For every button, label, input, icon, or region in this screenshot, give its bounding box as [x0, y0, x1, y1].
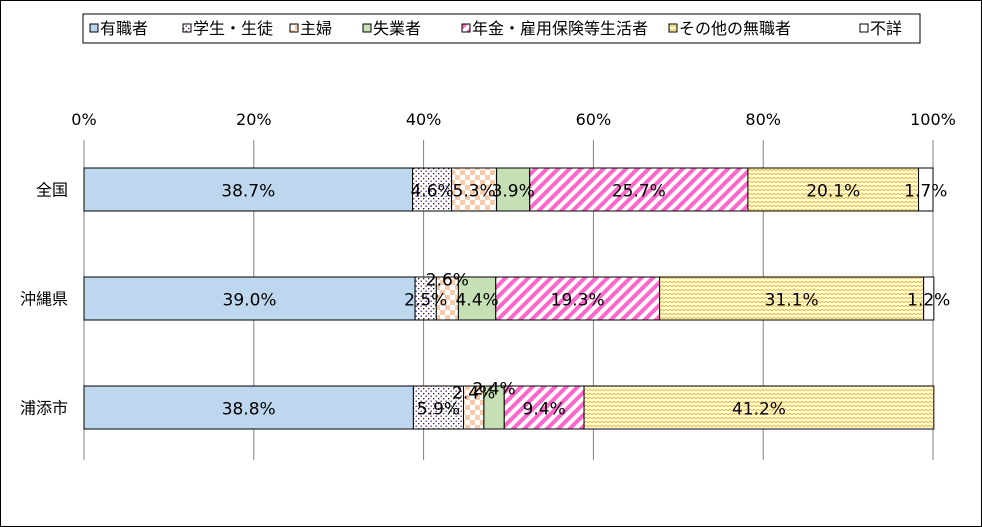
x-axis-ticks: 0% 20% 40% 60% 80% 100%	[71, 110, 956, 129]
data-label: 4.4%	[455, 291, 498, 311]
data-label: 5.9%	[417, 400, 460, 420]
data-label: 25.7%	[612, 182, 666, 202]
bar-segment	[496, 167, 531, 212]
legend-label-3: 主婦	[300, 19, 332, 38]
legend-swatch-7	[859, 23, 869, 33]
data-label: 39.0%	[223, 291, 277, 311]
bars	[83, 167, 935, 430]
data-label: 2.6%	[426, 271, 469, 291]
bar-segment	[503, 385, 585, 430]
legend-swatch-1	[89, 23, 99, 33]
x-tick-label: 20%	[236, 110, 272, 129]
legend-label-4: 失業者	[373, 19, 421, 38]
data-label: 1.7%	[904, 182, 947, 202]
legend-swatch-4	[362, 23, 372, 33]
data-label: 2.5%	[404, 291, 447, 311]
legend-label-7: 不詳	[870, 19, 902, 38]
legend-label-1: 有職者	[100, 19, 148, 38]
bar-segment	[83, 276, 416, 321]
data-label: 2.4%	[472, 380, 515, 400]
data-label: 38.8%	[222, 400, 276, 420]
legend-swatch-2	[182, 23, 192, 33]
legend-swatch-5	[461, 23, 471, 33]
x-tick-label: 80%	[745, 110, 781, 129]
data-labels: 38.7% 4.6%5.3%3.9% 25.7% 20.1% 1.7% 39.0% 2.5%…	[221, 182, 950, 420]
bar-segment	[918, 167, 934, 212]
data-label: 31.1%	[765, 291, 819, 311]
legend: 有職者 学生・生徒 主婦 失業者 年金・雇用保険等生活者 その他の無職者 不詳	[82, 13, 921, 44]
data-label: 5.3%	[453, 182, 496, 202]
bar-segment	[659, 276, 925, 321]
legend-box	[82, 13, 921, 44]
bar-segment	[529, 167, 749, 212]
data-label: 4.6%	[410, 182, 453, 202]
bar-segment	[412, 167, 453, 212]
x-tick-label: 0%	[71, 110, 96, 129]
data-label: 1.2%	[907, 291, 950, 311]
x-tick-label: 40%	[406, 110, 442, 129]
bar-segment	[583, 385, 935, 430]
bar-segment	[83, 385, 414, 430]
bar-segment	[412, 385, 465, 430]
legend-swatch-3	[289, 23, 299, 33]
x-tick-label: 60%	[576, 110, 612, 129]
data-label: 19.3%	[551, 291, 605, 311]
category-label: 沖縄県	[20, 290, 68, 309]
bar-segment	[747, 167, 920, 212]
category-label: 浦添市	[20, 399, 68, 418]
bar-segment	[923, 276, 935, 321]
category-label: 全国	[36, 181, 68, 200]
data-label: 41.2%	[732, 400, 786, 420]
data-label: 20.1%	[806, 182, 860, 202]
legend-label-6: その他の無職者	[679, 19, 791, 38]
data-label: 9.4%	[523, 400, 566, 420]
legend-swatch-6	[668, 23, 678, 33]
data-label: 3.9%	[492, 182, 535, 202]
bar-segment	[451, 167, 498, 212]
data-label: 2.4%	[452, 384, 495, 404]
bar-segment	[495, 276, 661, 321]
x-tick-label: 100%	[910, 110, 956, 129]
legend-label-2: 学生・生徒	[193, 19, 273, 38]
legend-label-5: 年金・雇用保険等生活者	[472, 19, 648, 38]
data-label: 38.7%	[221, 182, 275, 202]
